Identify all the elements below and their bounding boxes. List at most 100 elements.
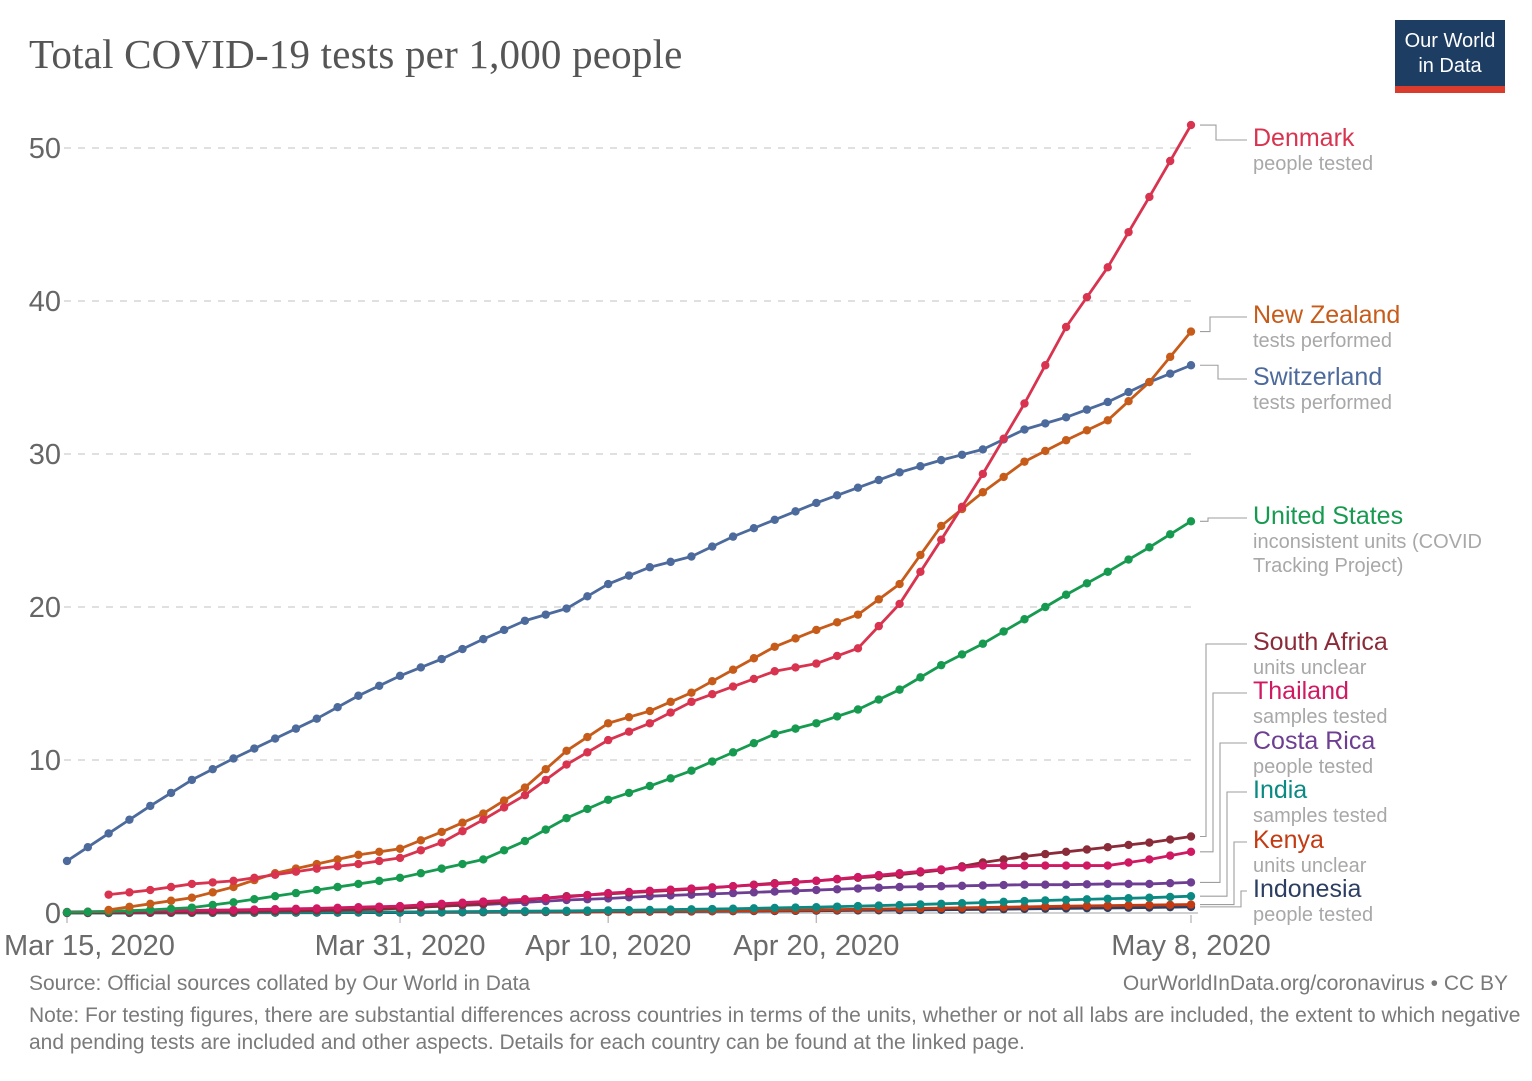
data-point	[395, 671, 405, 681]
legend-item-costa-rica[interactable]: Costa Rica people tested	[1253, 728, 1505, 779]
data-point	[499, 625, 509, 635]
data-point	[1082, 579, 1092, 588]
legend-item-denmark[interactable]: Denmark people tested	[1253, 125, 1505, 176]
data-point	[874, 621, 883, 631]
data-point	[937, 521, 946, 531]
data-point	[666, 885, 675, 894]
y-axis-tick-label: 30	[29, 439, 61, 471]
data-point	[728, 888, 738, 898]
data-point	[541, 825, 550, 834]
data-point	[1041, 880, 1050, 889]
data-point	[354, 859, 363, 869]
page-title: Total COVID-19 tests per 1,000 people	[29, 31, 683, 77]
data-point	[937, 865, 946, 874]
legend-item-switzerland[interactable]: Switzerland tests performed	[1253, 364, 1505, 415]
data-point	[916, 882, 925, 891]
data-point	[666, 708, 675, 717]
legend-country-label: Thailand	[1253, 677, 1349, 705]
data-point	[1103, 416, 1112, 425]
data-point	[728, 904, 738, 913]
data-point	[978, 861, 988, 870]
data-point	[520, 790, 530, 800]
legend-unit-note: people tested	[1253, 904, 1374, 926]
data-point	[1082, 426, 1092, 435]
data-point	[479, 897, 488, 906]
data-point	[1124, 555, 1133, 564]
data-point	[832, 712, 842, 721]
data-point	[645, 905, 655, 915]
data-point	[791, 878, 800, 887]
data-point	[1186, 891, 1196, 901]
data-point	[416, 869, 426, 878]
legend-item-india[interactable]: India samples tested	[1253, 777, 1505, 828]
data-point	[1124, 840, 1133, 850]
data-point	[978, 488, 988, 497]
data-point	[479, 855, 488, 864]
data-point	[1145, 377, 1154, 387]
data-point	[229, 876, 238, 886]
data-point	[458, 907, 467, 916]
data-point	[603, 888, 613, 898]
data-point	[1186, 900, 1196, 909]
data-point	[458, 859, 467, 869]
legend-country-label: India	[1253, 776, 1308, 804]
data-point	[458, 818, 467, 827]
legend-connector-united-states	[1200, 517, 1247, 522]
data-point	[229, 905, 238, 915]
data-point	[229, 898, 238, 907]
data-point	[583, 890, 592, 900]
data-point	[375, 902, 384, 911]
data-point	[791, 634, 800, 643]
owid-logo-line1: Our World	[1404, 30, 1496, 52]
data-point	[583, 592, 592, 601]
data-point	[125, 902, 134, 912]
legend-unit-note: people tested	[1253, 756, 1374, 778]
data-point	[957, 450, 967, 459]
data-point	[1145, 192, 1154, 202]
data-point	[603, 579, 613, 589]
data-point	[333, 903, 342, 912]
data-point	[166, 904, 176, 913]
data-point	[895, 869, 904, 878]
legend-unit-note: units unclear	[1253, 657, 1367, 679]
data-point	[562, 760, 571, 769]
data-point	[770, 515, 779, 524]
data-point	[499, 896, 509, 905]
legend-country-label: Denmark	[1253, 124, 1355, 152]
data-point	[770, 642, 779, 651]
data-point	[1103, 263, 1112, 272]
data-point	[770, 879, 779, 889]
data-point	[520, 906, 530, 916]
legend-item-south-africa[interactable]: South Africa units unclear	[1253, 629, 1505, 680]
legend-item-new-zealand[interactable]: New Zealand tests performed	[1253, 302, 1505, 353]
data-point	[624, 727, 634, 736]
data-point	[437, 827, 446, 837]
data-point	[1103, 861, 1112, 870]
data-point	[520, 783, 530, 792]
data-point	[791, 663, 800, 672]
data-point	[1082, 845, 1092, 854]
data-point	[479, 815, 488, 824]
legend-item-kenya[interactable]: Kenya units unclear	[1253, 827, 1505, 878]
data-point	[1186, 120, 1196, 130]
data-point	[687, 905, 696, 914]
legend-country-label: United States	[1253, 502, 1404, 530]
data-point	[645, 781, 655, 791]
data-point	[1103, 879, 1112, 889]
data-point	[874, 870, 883, 880]
legend-item-thailand[interactable]: Thailand samples tested	[1253, 678, 1505, 729]
data-point	[541, 906, 550, 916]
owid-logo[interactable]: Our World in Data	[1395, 20, 1505, 93]
x-axis-tick-label: May 8, 2020	[1111, 930, 1271, 962]
data-point	[520, 836, 530, 846]
data-point	[562, 604, 571, 613]
data-point	[895, 468, 904, 477]
legend-item-united-states[interactable]: United States inconsistent units (COVID T…	[1253, 503, 1505, 578]
legend-connector-indonesia	[1200, 890, 1247, 908]
series-line-new-zealand	[108, 330, 1193, 912]
data-point	[1165, 352, 1175, 362]
data-point	[1082, 880, 1092, 889]
legend-unit-note: tests performed	[1253, 392, 1392, 414]
legend-item-indonesia[interactable]: Indonesia people tested	[1253, 876, 1505, 927]
data-point	[229, 754, 238, 763]
